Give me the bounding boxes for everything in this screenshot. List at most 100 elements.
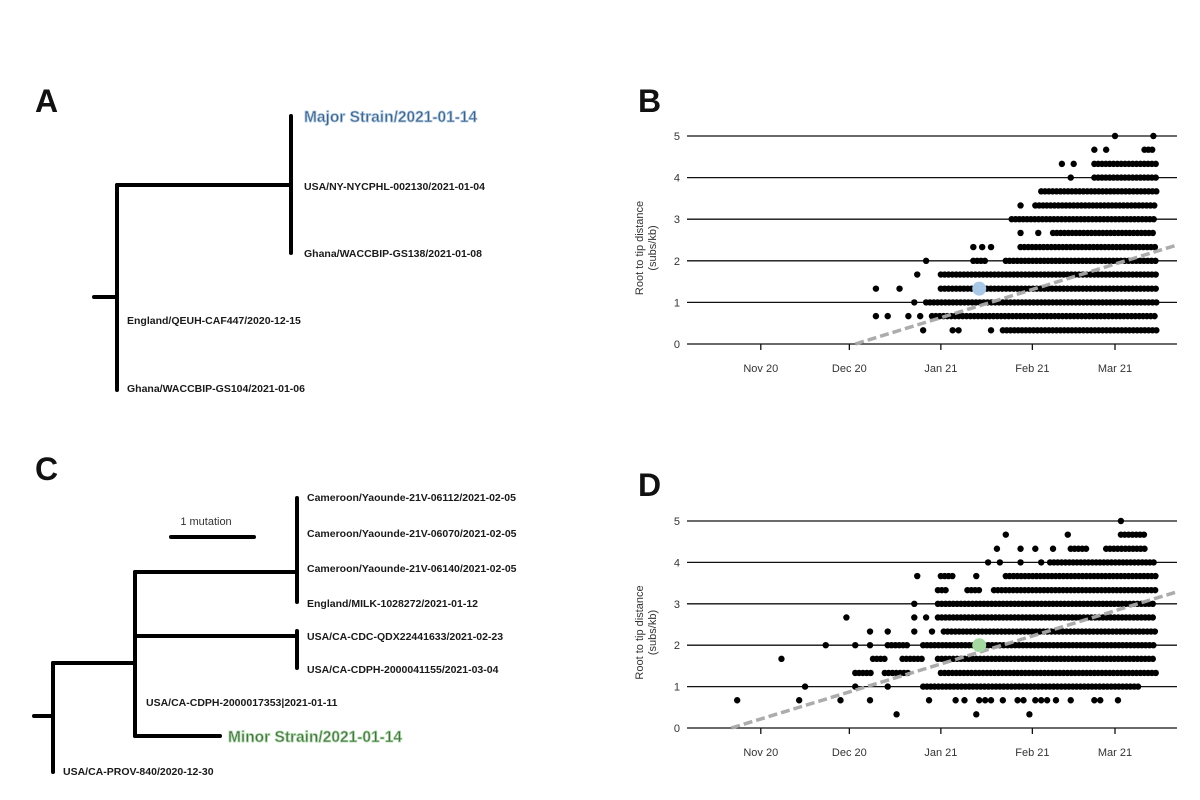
panel-letter-c: C	[35, 451, 58, 487]
x-tick-label: Nov 20	[743, 747, 778, 759]
data-point	[922, 257, 930, 264]
data-point	[884, 683, 891, 690]
data-point	[1032, 545, 1039, 552]
y-tick-label: 4	[674, 557, 680, 569]
data-point	[1043, 697, 1051, 704]
data-point	[916, 312, 924, 320]
data-point	[1020, 697, 1027, 704]
y-axis-title: Root to tip distance	[634, 585, 646, 679]
tree-leaf-label: USA/CA-CDC-QDX22441633/2021-02-23	[307, 631, 503, 643]
data-point	[1151, 586, 1159, 594]
data-point	[1017, 545, 1024, 552]
data-point	[987, 327, 995, 334]
data-point	[1014, 697, 1021, 704]
y-tick-label: 2	[674, 256, 680, 268]
data-point	[801, 683, 809, 690]
data-point	[884, 312, 891, 320]
tree-leaf-label: Ghana/WACCBIP-GS104/2021-01-06	[127, 383, 305, 395]
data-point	[996, 559, 1004, 566]
data-point	[867, 669, 874, 677]
highlight-point	[972, 638, 987, 653]
data-point	[893, 711, 900, 718]
data-point	[795, 697, 803, 704]
data-point	[1153, 327, 1160, 334]
tree-leaf-label: England/QEUH-CAF447/2020-12-15	[127, 315, 301, 327]
data-point	[1153, 299, 1160, 306]
data-point	[1149, 229, 1156, 237]
data-point	[949, 327, 956, 334]
data-point	[984, 559, 992, 566]
data-point	[843, 614, 850, 621]
data-point	[925, 697, 933, 704]
data-point	[1026, 711, 1033, 718]
y-tick-label: 2	[674, 640, 680, 652]
data-point	[1097, 697, 1104, 704]
data-point	[1150, 132, 1157, 140]
data-point	[872, 285, 880, 292]
data-point	[1149, 600, 1156, 607]
tree-leaf-label: USA/CA-CDPH-2000041155/2021-03-04	[307, 664, 499, 676]
data-point	[1017, 559, 1024, 566]
y-axis-title: (subs/kb)	[647, 610, 659, 655]
data-point	[1152, 271, 1159, 278]
data-point	[905, 312, 912, 320]
data-point	[1151, 312, 1158, 320]
data-point	[1140, 531, 1148, 538]
data-point	[1032, 697, 1039, 704]
data-point	[866, 697, 874, 704]
tree-leaf-label: USA/CA-PROV-840/2020-12-30	[63, 766, 214, 778]
tree-leaf-label: Cameroon/Yaounde-21V-06140/2021-02-05	[307, 563, 517, 575]
data-point	[1151, 243, 1159, 251]
data-point	[866, 642, 874, 649]
data-point	[961, 697, 968, 704]
data-point	[973, 711, 980, 718]
tree-leaf-label: USA/CA-CDPH-2000017353|2021-01-11	[146, 697, 338, 709]
y-tick-label: 0	[674, 723, 680, 735]
panel-letter-d: D	[638, 467, 661, 503]
data-point	[922, 614, 930, 621]
data-point	[914, 572, 921, 580]
data-point	[1067, 174, 1074, 181]
minor-strain-label: Minor Strain/2021-01-14	[228, 729, 402, 746]
data-point	[896, 285, 903, 292]
data-point	[970, 243, 977, 251]
data-point	[872, 312, 880, 320]
data-point	[942, 586, 949, 594]
data-point	[999, 697, 1007, 704]
phylogenetic-tree-a: Major Strain/2021-01-14 USA/NY-NYCPHL-00…	[92, 109, 485, 395]
data-point	[911, 628, 918, 635]
data-point	[1149, 614, 1156, 621]
data-point	[1111, 132, 1119, 140]
data-point	[1058, 160, 1066, 168]
x-tick-label: Dec 20	[832, 747, 867, 759]
y-tick-label: 1	[674, 297, 680, 309]
panel-letter-a: A	[35, 83, 58, 119]
y-tick-label: 5	[674, 131, 680, 143]
data-point	[975, 586, 983, 594]
data-point	[973, 572, 980, 580]
scatter-chart-b: 0 1 2 3 4 5 Nov 20 Dec 20 Jan 21 Feb 21 Mar 21 Root…	[634, 131, 1178, 375]
scatter-chart-d: 0 1 2 3 4 5 Nov 20 Dec 20 Jan 21 Feb 21 Mar 21 Root…	[634, 516, 1178, 759]
data-point	[1114, 697, 1122, 704]
data-point	[911, 600, 918, 607]
x-tick-label: Mar 21	[1098, 747, 1132, 759]
data-point	[778, 655, 785, 663]
data-point	[866, 628, 874, 635]
data-point	[914, 271, 921, 278]
x-tick-label: Mar 21	[1098, 363, 1132, 375]
tree-leaf-label: Cameroon/Yaounde-21V-06070/2021-02-05	[307, 528, 517, 540]
data-point	[1017, 229, 1024, 237]
x-tick-label: Jan 21	[924, 363, 957, 375]
data-point	[1038, 697, 1045, 704]
x-tick-label: Jan 21	[924, 747, 957, 759]
data-point	[911, 299, 918, 306]
data-point	[928, 628, 936, 635]
data-point	[733, 697, 741, 704]
data-point	[1151, 628, 1159, 635]
data-point	[881, 655, 888, 663]
data-point	[1141, 545, 1148, 552]
data-point	[1152, 572, 1159, 580]
y-tick-label: 1	[674, 682, 680, 694]
x-tick-label: Dec 20	[832, 363, 867, 375]
